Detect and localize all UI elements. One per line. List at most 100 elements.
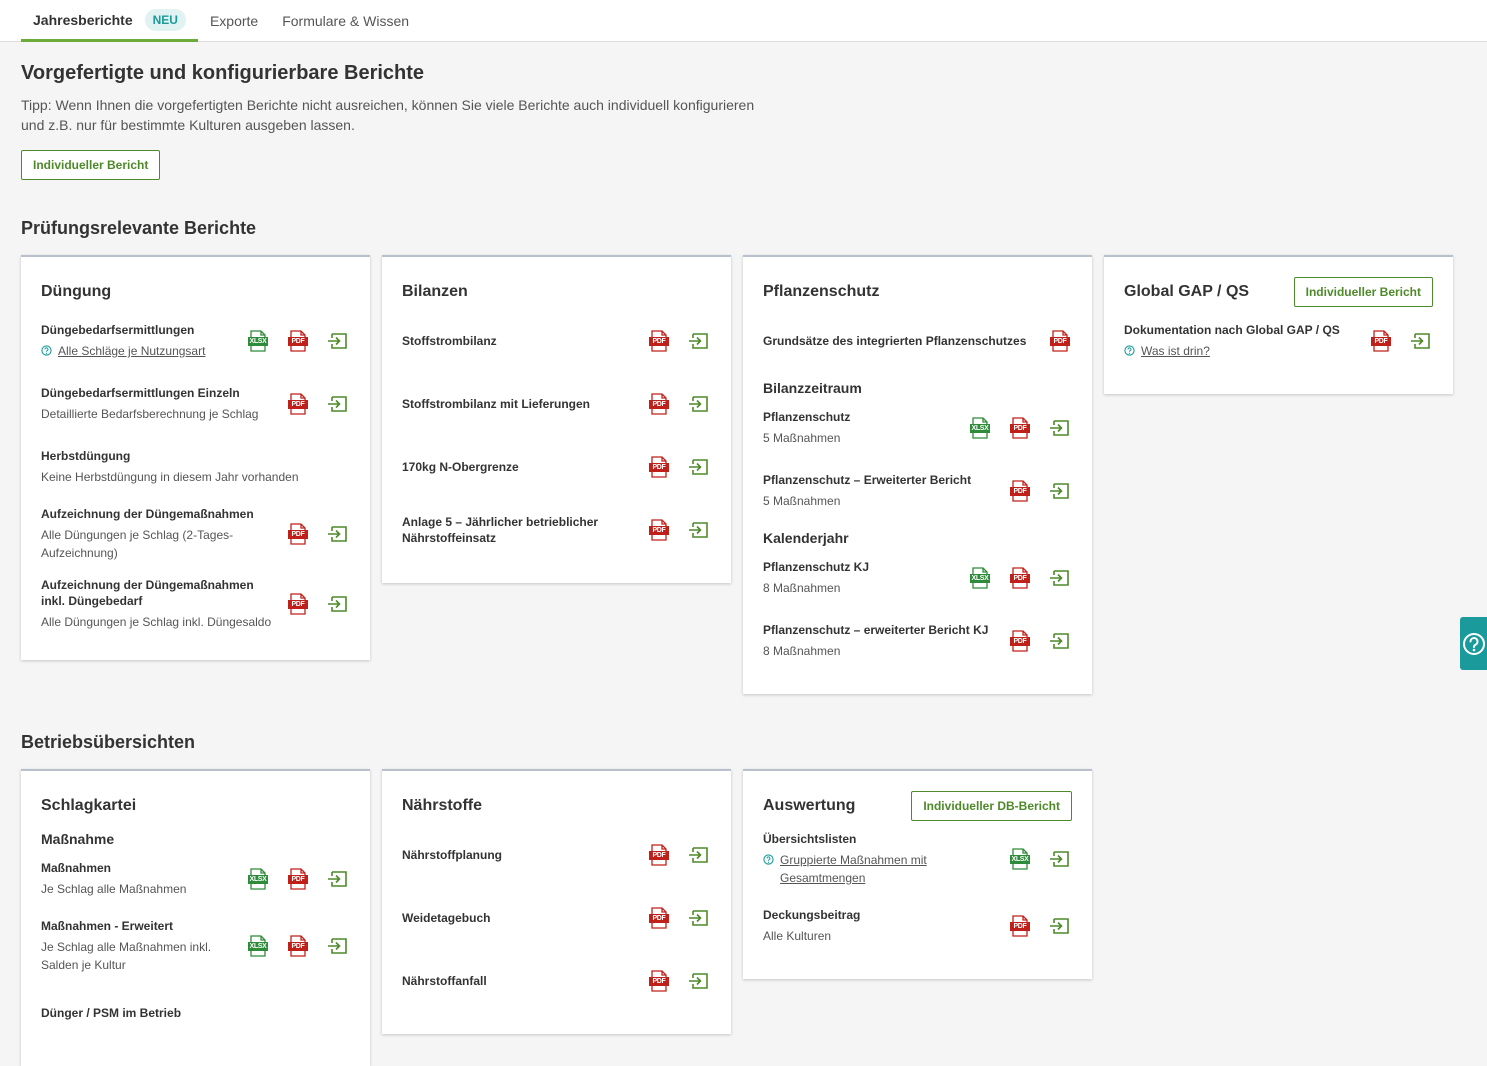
download-pdf[interactable]: PDF [286, 867, 310, 891]
report-name: Nährstoffanfall [402, 974, 487, 988]
tab[interactable]: Jahresberichte NEU [21, 0, 198, 42]
custom-report-button[interactable]: Individueller Bericht [21, 150, 161, 180]
export-button[interactable] [1409, 329, 1433, 353]
file-icon [248, 868, 268, 890]
download-xlsx[interactable]: XLSX [246, 934, 270, 958]
download-pdf[interactable]: PDF [647, 518, 671, 542]
download-pdf[interactable]: PDF [1008, 416, 1032, 440]
help-link: Gruppierte Maßnahmen mit Gesamtmengen [763, 851, 996, 887]
export-button[interactable] [1048, 566, 1072, 590]
download-xlsx[interactable]: XLSX [1008, 847, 1032, 871]
card-button[interactable]: Individueller DB-Bericht [911, 791, 1072, 821]
file-format: PDF [291, 601, 305, 608]
link-text[interactable]: Was ist drin? [1141, 344, 1210, 358]
export-icon [328, 396, 347, 412]
download-pdf[interactable]: PDF [1008, 479, 1032, 503]
tab[interactable]: Exporte [198, 0, 270, 42]
export-button[interactable] [687, 392, 711, 416]
download-pdf[interactable]: PDF [1048, 329, 1072, 353]
report-item: Anlage 5 – Jährlicher betrieblicher Nähr… [402, 506, 711, 554]
file-format: PDF [1013, 488, 1027, 495]
card-title: Düngung [41, 283, 112, 300]
export-button[interactable] [687, 329, 711, 353]
report-description: Detaillierte Bedarfsberechnung je Schlag [41, 407, 259, 421]
tab[interactable]: Formulare & Wissen [270, 0, 421, 42]
report-item: Aufzeichnung der Düngemaßnahmen inkl. Dü… [41, 577, 350, 631]
download-pdf[interactable]: PDF [647, 392, 671, 416]
file-format: PDF [1013, 638, 1027, 645]
export-button[interactable] [1048, 479, 1072, 503]
file-icon [649, 330, 669, 352]
file-format: PDF [652, 852, 666, 859]
download-pdf[interactable]: PDF [647, 843, 671, 867]
report-description: Je Schlag alle Maßnahmen inkl. Salden je… [41, 940, 212, 972]
download-pdf[interactable]: PDF [1369, 329, 1393, 353]
download-pdf[interactable]: PDF [647, 455, 671, 479]
report-name: Stoffstrombilanz [402, 334, 497, 348]
report-description: Alle Kulturen [763, 929, 832, 943]
export-button[interactable] [326, 934, 350, 958]
export-icon [1411, 333, 1430, 349]
report-name: Aufzeichnung der Düngemaßnahmen [41, 507, 254, 521]
export-button[interactable] [326, 392, 350, 416]
file-format: XLSX [971, 575, 989, 582]
export-icon [1050, 420, 1069, 436]
download-pdf[interactable]: PDF [647, 906, 671, 930]
download-xlsx[interactable]: XLSX [246, 867, 270, 891]
file-format: XLSX [249, 876, 267, 883]
group-heading: Bilanzzeitraum [763, 380, 862, 396]
report-actions: PDF [647, 843, 711, 867]
export-icon [689, 459, 708, 475]
export-button[interactable] [687, 455, 711, 479]
download-pdf[interactable]: PDF [286, 329, 310, 353]
download-pdf[interactable]: PDF [1008, 629, 1032, 653]
download-pdf[interactable]: PDF [286, 522, 310, 546]
export-button[interactable] [687, 518, 711, 542]
report-actions: XLSX PDF [246, 867, 350, 891]
link-text[interactable]: Gruppierte Maßnahmen mit Gesamtmengen [780, 853, 927, 885]
file-format: PDF [1013, 575, 1027, 582]
download-xlsx[interactable]: XLSX [246, 329, 270, 353]
card-title: Schlagkartei [41, 797, 137, 814]
export-button[interactable] [326, 592, 350, 616]
help-tab[interactable] [1460, 617, 1487, 670]
download-xlsx[interactable]: XLSX [968, 416, 992, 440]
link-text[interactable]: Alle Schläge je Nutzungsart [58, 344, 206, 358]
download-pdf[interactable]: PDF [286, 392, 310, 416]
report-actions: PDF [286, 392, 350, 416]
download-pdf[interactable]: PDF [1008, 914, 1032, 938]
download-pdf[interactable]: PDF [647, 969, 671, 993]
export-button[interactable] [326, 867, 350, 891]
download-pdf[interactable]: PDF [286, 934, 310, 958]
download-pdf[interactable]: PDF [1008, 566, 1032, 590]
report-actions: PDF [1008, 629, 1072, 653]
file-format: PDF [291, 531, 305, 538]
report-text: Aufzeichnung der Düngemaßnahmen Alle Düng… [41, 506, 274, 562]
report-card: Global GAP / QS Individueller Bericht Doku… [1104, 255, 1453, 394]
export-icon [1050, 851, 1069, 867]
download-xlsx[interactable]: XLSX [968, 566, 992, 590]
export-icon [689, 973, 708, 989]
file-icon [1010, 480, 1030, 502]
export-button[interactable] [1048, 629, 1072, 653]
report-name: Stoffstrombilanz mit Lieferungen [402, 397, 591, 411]
report-text: Dokumentation nach Global GAP / QS Was is… [1124, 322, 1357, 360]
report-description: 8 Maßnahmen [763, 581, 841, 595]
export-button[interactable] [1048, 847, 1072, 871]
download-pdf[interactable]: PDF [647, 329, 671, 353]
report-actions: XLSX PDF [968, 566, 1072, 590]
report-card: Düngung Düngebedarfsermittlungen Alle Schl… [21, 255, 370, 660]
export-icon [1050, 633, 1069, 649]
report-actions: XLSX PDF [246, 934, 350, 958]
export-button[interactable] [326, 329, 350, 353]
card-title: Pflanzenschutz [763, 283, 880, 300]
export-button[interactable] [326, 522, 350, 546]
export-button[interactable] [687, 843, 711, 867]
export-button[interactable] [687, 969, 711, 993]
export-button[interactable] [1048, 914, 1072, 938]
export-button[interactable] [687, 906, 711, 930]
download-pdf[interactable]: PDF [286, 592, 310, 616]
file-icon [970, 567, 990, 589]
export-button[interactable] [1048, 416, 1072, 440]
card-button[interactable]: Individueller Bericht [1293, 277, 1433, 307]
